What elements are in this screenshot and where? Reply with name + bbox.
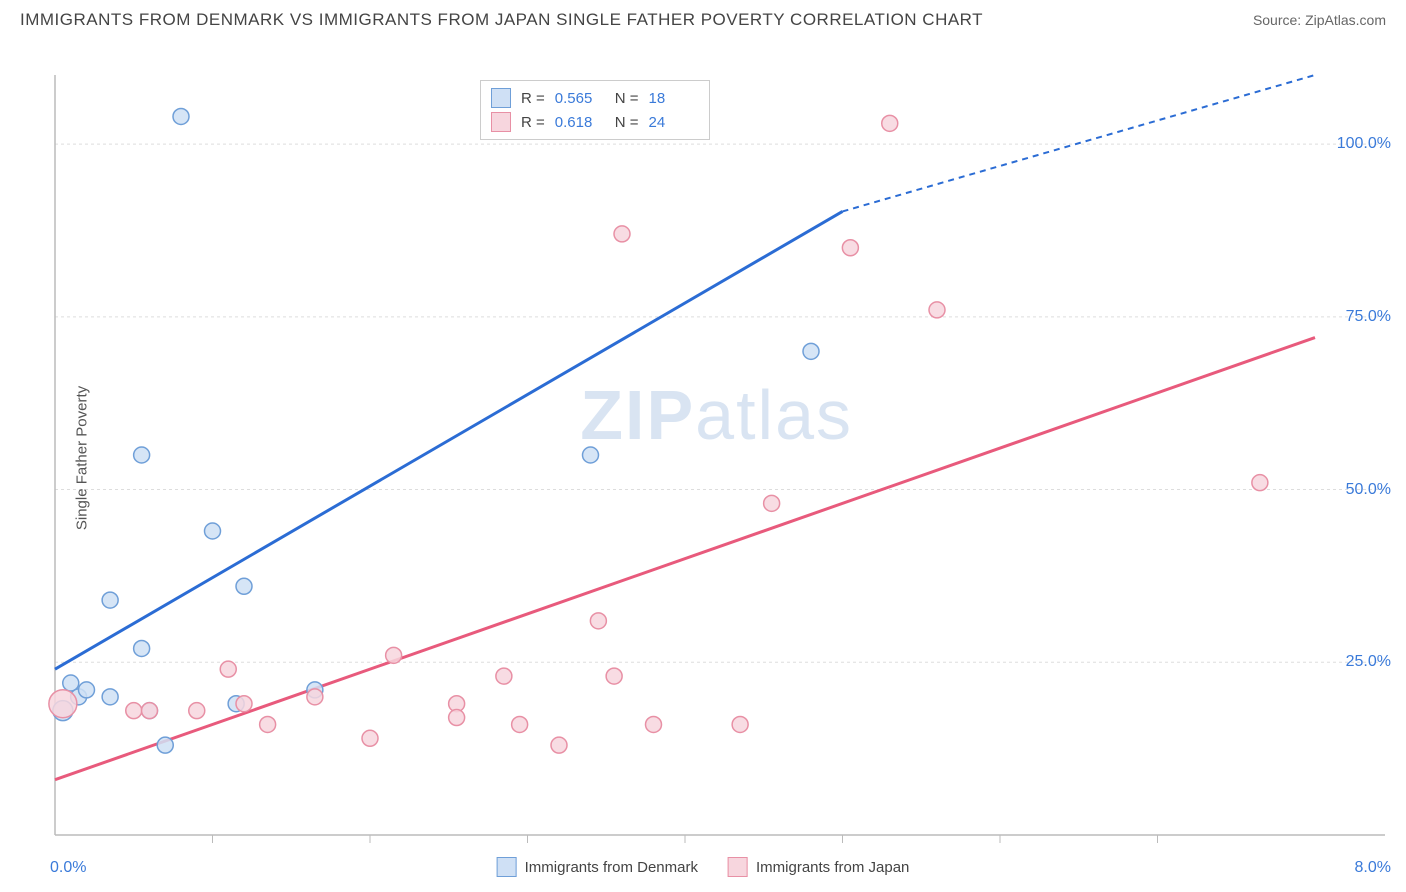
y-axis-label: Single Father Poverty [74,385,91,529]
legend-item-japan: Immigrants from Japan [728,857,909,877]
y-tick-label: 100.0% [1337,135,1391,153]
chart-area: Single Father Poverty ZIPatlas R = 0.565… [0,35,1406,880]
series-label-denmark: Immigrants from Denmark [525,859,698,876]
swatch-japan-icon [728,857,748,877]
legend-series: Immigrants from Denmark Immigrants from … [497,857,910,877]
series-label-japan: Immigrants from Japan [756,859,909,876]
r-value-japan: 0.618 [555,114,605,131]
swatch-denmark-icon [497,857,517,877]
y-tick-label: 25.0% [1346,653,1391,671]
header: IMMIGRANTS FROM DENMARK VS IMMIGRANTS FR… [0,0,1406,35]
r-value-denmark: 0.565 [555,90,605,107]
source-label: Source: ZipAtlas.com [1253,12,1386,28]
chart-title: IMMIGRANTS FROM DENMARK VS IMMIGRANTS FR… [20,10,983,30]
scatter-plot [0,35,1406,880]
y-tick-label: 75.0% [1346,308,1391,326]
legend-stats: R = 0.565 N = 18 R = 0.618 N = 24 [480,80,710,140]
x-axis-min: 0.0% [50,859,86,877]
y-tick-label: 50.0% [1346,481,1391,499]
x-axis-max: 8.0% [1355,859,1391,877]
swatch-denmark [491,88,511,108]
n-value-denmark: 18 [649,90,699,107]
legend-row-denmark: R = 0.565 N = 18 [491,86,699,110]
legend-row-japan: R = 0.618 N = 24 [491,110,699,134]
n-value-japan: 24 [649,114,699,131]
legend-item-denmark: Immigrants from Denmark [497,857,698,877]
swatch-japan [491,112,511,132]
